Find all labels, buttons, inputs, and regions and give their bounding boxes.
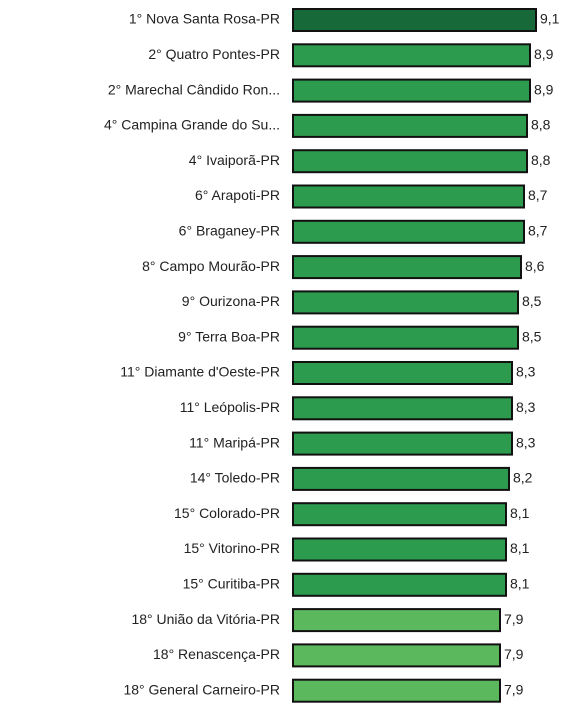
bar (292, 78, 531, 103)
category-label: 6° Arapoti-PR (195, 187, 280, 203)
bar (292, 431, 513, 456)
category-label: 1° Nova Santa Rosa-PR (129, 11, 280, 27)
value-label: 8,6 (525, 258, 545, 274)
bar (292, 149, 528, 174)
value-label: 8,1 (510, 576, 530, 592)
value-label: 8,7 (528, 187, 548, 203)
category-label: 15° Vitorino-PR (184, 540, 280, 556)
value-label: 7,9 (504, 611, 524, 627)
bar (292, 290, 519, 315)
category-label: 4° Campina Grande do Su... (104, 117, 280, 133)
bar (292, 219, 525, 244)
bar (292, 643, 501, 668)
category-label: 8° Campo Mourão-PR (142, 258, 280, 274)
category-label: 2° Marechal Cândido Ron... (108, 81, 280, 97)
bar (292, 396, 513, 421)
bar (292, 608, 501, 633)
bar (292, 43, 531, 68)
value-label: 8,5 (522, 328, 542, 344)
value-label: 8,1 (510, 540, 530, 556)
category-label: 9° Ourizona-PR (182, 293, 280, 309)
value-label: 8,9 (534, 81, 554, 97)
value-label: 8,7 (528, 223, 548, 239)
category-label: 11° Diamante d'Oeste-PR (120, 364, 280, 380)
value-label: 8,2 (513, 470, 533, 486)
category-label: 15° Colorado-PR (174, 505, 280, 521)
value-label: 7,9 (504, 681, 524, 697)
bar (292, 572, 507, 597)
category-label: 2° Quatro Pontes-PR (148, 46, 280, 62)
value-label: 9,1 (540, 11, 560, 27)
bar (292, 325, 519, 350)
value-label: 8,3 (516, 399, 536, 415)
value-label: 8,3 (516, 364, 536, 380)
value-label: 8,3 (516, 434, 536, 450)
category-label: 14° Toledo-PR (190, 470, 280, 486)
bar (292, 255, 522, 280)
bar (292, 184, 525, 209)
value-label: 8,1 (510, 505, 530, 521)
bar (292, 537, 507, 562)
category-label: 4° Ivaiporã-PR (189, 152, 280, 168)
category-label: 6° Braganey-PR (179, 223, 280, 239)
category-label: 9° Terra Boa-PR (178, 328, 280, 344)
value-label: 8,5 (522, 293, 542, 309)
value-label: 7,9 (504, 646, 524, 662)
bar (292, 8, 537, 32)
bar (292, 678, 501, 703)
category-label: 18° Renascença-PR (153, 646, 280, 662)
bar (292, 361, 513, 385)
category-label: 15° Curitiba-PR (183, 576, 280, 592)
bar (292, 466, 510, 491)
value-label: 8,8 (531, 152, 551, 168)
bar (292, 502, 507, 527)
value-label: 8,9 (534, 46, 554, 62)
value-label: 8,8 (531, 117, 551, 133)
bar (292, 113, 528, 138)
category-label: 18° General Carneiro-PR (123, 681, 280, 697)
category-label: 18° União da Vitória-PR (131, 611, 280, 627)
category-label: 11° Leópolis-PR (180, 399, 280, 415)
category-label: 11° Maripá-PR (189, 434, 280, 450)
